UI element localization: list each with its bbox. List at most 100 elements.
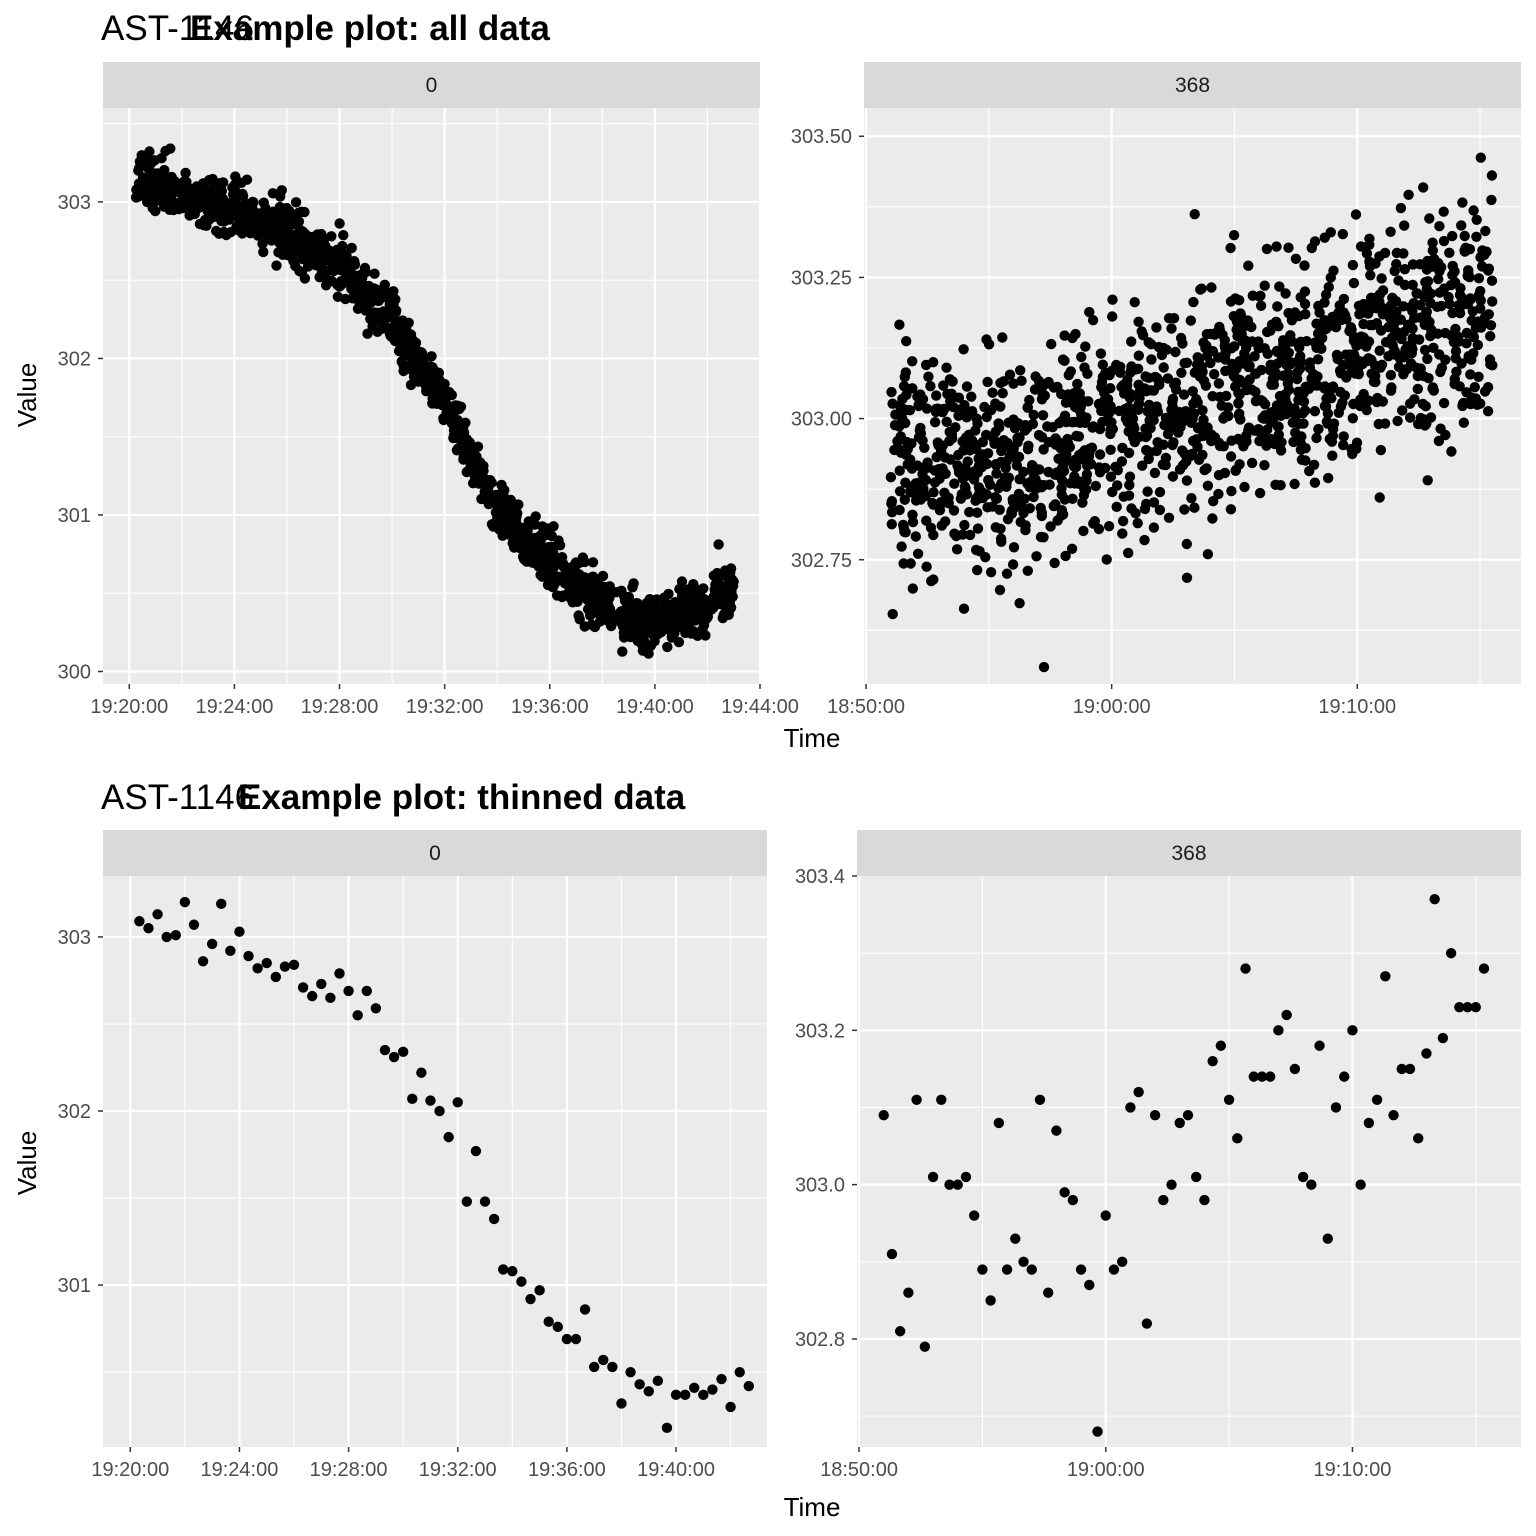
data-point xyxy=(627,609,638,620)
data-point xyxy=(1255,395,1267,406)
data-point xyxy=(536,541,548,553)
data-point xyxy=(662,641,673,653)
data-point xyxy=(920,359,932,371)
data-point xyxy=(1208,496,1219,507)
y-tick-label: 302 xyxy=(58,348,91,370)
data-point xyxy=(1345,322,1357,333)
data-point xyxy=(1376,273,1387,284)
data-point xyxy=(1297,408,1309,419)
data-point xyxy=(536,562,547,574)
data-point xyxy=(1399,220,1410,231)
x-tick-label: 19:20:00 xyxy=(91,1459,169,1481)
data-point xyxy=(1094,467,1106,478)
data-point xyxy=(1482,406,1494,417)
data-point xyxy=(337,240,348,252)
data-point xyxy=(1438,206,1449,217)
data-point xyxy=(979,401,990,413)
data-point xyxy=(1174,1117,1185,1129)
data-point xyxy=(994,584,1006,596)
data-point xyxy=(1149,467,1161,479)
data-point xyxy=(1062,433,1073,445)
data-point xyxy=(1065,366,1077,377)
data-point xyxy=(476,493,487,505)
data-point xyxy=(1340,349,1352,360)
y-tick-label: 303.00 xyxy=(791,409,852,431)
y-tick-label: 303.4 xyxy=(795,866,845,888)
data-point xyxy=(471,454,482,466)
data-point xyxy=(1209,369,1220,380)
data-point xyxy=(1368,319,1379,331)
data-point xyxy=(1181,538,1193,550)
data-point xyxy=(406,364,417,375)
data-point xyxy=(1038,532,1049,543)
data-point xyxy=(180,181,191,192)
data-point xyxy=(919,442,930,453)
data-point xyxy=(1363,1117,1375,1129)
y-tick-label: 303.0 xyxy=(795,1175,845,1197)
data-point xyxy=(628,578,639,589)
data-point xyxy=(1197,405,1208,416)
data-point xyxy=(1031,551,1042,562)
data-point xyxy=(1436,362,1448,373)
data-point xyxy=(452,1097,463,1108)
data-point xyxy=(1421,1048,1432,1059)
data-point xyxy=(587,557,599,568)
data-point xyxy=(144,146,155,157)
data-point xyxy=(252,963,263,974)
data-point xyxy=(1084,443,1096,454)
data-point xyxy=(1447,307,1458,319)
data-point xyxy=(1176,367,1187,378)
data-point xyxy=(985,1295,996,1306)
data-point xyxy=(1033,375,1045,387)
facet-strip-label: 0 xyxy=(429,842,441,865)
data-point xyxy=(1095,348,1107,359)
data-point xyxy=(1014,598,1025,609)
data-point xyxy=(237,190,249,202)
data-point xyxy=(1483,263,1495,274)
data-point xyxy=(1056,510,1067,521)
data-point xyxy=(597,570,609,582)
data-point xyxy=(899,494,910,505)
data-point xyxy=(955,493,967,504)
data-point xyxy=(325,992,336,1004)
data-point xyxy=(1347,259,1359,271)
data-point xyxy=(1233,387,1244,399)
data-point xyxy=(369,268,380,279)
data-point xyxy=(1385,369,1397,381)
data-point xyxy=(1096,405,1107,417)
data-point xyxy=(180,167,191,179)
data-point xyxy=(900,477,911,488)
data-point xyxy=(1092,1426,1103,1437)
data-point xyxy=(147,202,158,214)
data-point xyxy=(900,445,911,456)
data-point xyxy=(1458,417,1470,428)
data-point xyxy=(1080,341,1091,352)
data-point xyxy=(912,548,924,559)
data-point xyxy=(1027,460,1039,472)
data-point xyxy=(1422,475,1433,486)
data-point xyxy=(1466,315,1477,326)
data-point xyxy=(1001,1264,1013,1275)
data-point xyxy=(1133,350,1145,361)
data-point xyxy=(1018,1256,1029,1268)
data-point xyxy=(1056,483,1067,494)
data-point xyxy=(1008,542,1020,553)
data-point xyxy=(137,172,149,183)
data-point xyxy=(1213,488,1224,500)
data-point xyxy=(634,624,645,636)
data-point xyxy=(1053,440,1065,451)
data-point xyxy=(297,982,309,993)
data-point xyxy=(1199,1194,1210,1206)
data-point xyxy=(212,196,224,207)
data-point xyxy=(1102,394,1114,405)
data-point xyxy=(1167,397,1178,408)
data-point xyxy=(1404,412,1416,423)
data-point xyxy=(1396,1063,1407,1075)
data-point xyxy=(1469,382,1481,393)
data-point xyxy=(1447,230,1458,242)
x-tick-label: 19:28:00 xyxy=(301,696,379,718)
data-point xyxy=(1000,462,1011,474)
data-point xyxy=(382,287,393,298)
data-point xyxy=(1123,547,1134,559)
data-point xyxy=(1481,246,1492,257)
